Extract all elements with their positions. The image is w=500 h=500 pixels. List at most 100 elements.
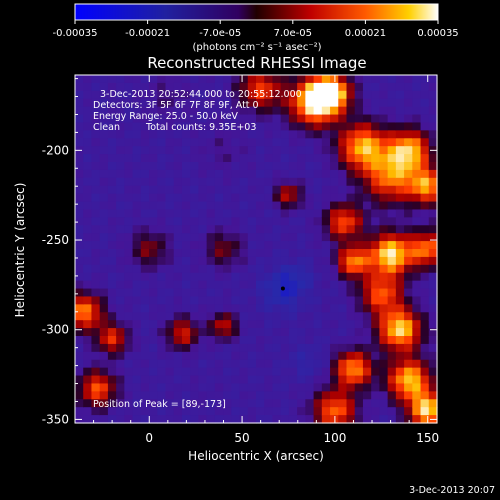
heatmap-cell <box>395 75 405 84</box>
heatmap-cell <box>198 122 208 131</box>
heatmap-cell <box>75 367 84 377</box>
heatmap-cell <box>321 415 331 424</box>
heatmap-cell <box>379 106 389 116</box>
heatmap-cell <box>280 264 290 274</box>
heatmap-cell <box>379 407 389 416</box>
heatmap-cell <box>313 351 323 361</box>
heatmap-cell <box>165 304 175 313</box>
heatmap-cell <box>107 217 117 226</box>
heatmap-cell <box>395 185 405 195</box>
heatmap-cell <box>264 280 274 290</box>
heatmap-cell <box>272 391 282 400</box>
heatmap-cell <box>206 312 216 321</box>
heatmap-cell <box>420 320 430 329</box>
heatmap-cell <box>371 217 381 226</box>
heatmap-cell <box>149 383 158 392</box>
heatmap-cell <box>321 280 331 290</box>
heatmap-cell <box>75 272 84 282</box>
heatmap-cell <box>99 162 109 171</box>
heatmap-cell <box>231 75 241 84</box>
heatmap-cell <box>321 90 331 100</box>
heatmap-cell <box>412 233 422 242</box>
heatmap-cell <box>264 336 274 345</box>
heatmap-cell <box>198 367 208 377</box>
heatmap-cell <box>412 399 422 408</box>
heatmap-cell <box>165 193 175 203</box>
heatmap-cell <box>157 359 167 369</box>
heatmap-cell <box>288 162 298 171</box>
heatmap-cell <box>107 106 117 116</box>
heatmap-cell <box>288 233 298 242</box>
heatmap-cell <box>124 122 134 131</box>
heatmap-cell <box>231 82 241 92</box>
heatmap-cell <box>346 130 356 139</box>
heatmap-cell <box>330 193 339 203</box>
heatmap-cell <box>305 272 315 282</box>
heatmap-cell <box>107 169 117 179</box>
heatmap-cell <box>297 383 306 392</box>
heatmap-cell <box>99 249 109 258</box>
heatmap-cell <box>83 272 93 282</box>
heatmap-cell <box>272 225 282 234</box>
heatmap-cell <box>338 280 348 290</box>
heatmap-cell <box>75 256 84 266</box>
heatmap-cell <box>305 169 315 179</box>
heatmap-cell <box>116 320 125 329</box>
heatmap-cell <box>231 304 241 313</box>
heatmap-cell <box>305 328 315 337</box>
heatmap-cell <box>280 399 290 408</box>
heatmap-cell <box>239 272 249 282</box>
heatmap-cell <box>420 193 430 203</box>
heatmap-cell <box>206 272 216 282</box>
heatmap-cell <box>354 90 364 100</box>
heatmap-cell <box>165 264 175 274</box>
heatmap-cell <box>116 256 125 266</box>
heatmap-cell <box>181 280 191 290</box>
heatmap-cell <box>280 415 290 424</box>
heatmap-cell <box>264 98 274 108</box>
heatmap-cell <box>346 201 356 211</box>
heatmap-cell <box>231 415 241 424</box>
heatmap-cell <box>132 272 142 282</box>
heatmap-cell <box>165 288 175 298</box>
heatmap-cell <box>387 225 397 234</box>
heatmap-cell <box>107 138 117 147</box>
heatmap-cell <box>132 98 142 108</box>
heatmap-cell <box>272 407 282 416</box>
heatmap-cell <box>330 407 339 416</box>
heatmap-cell <box>313 320 323 329</box>
heatmap-cell <box>280 383 290 392</box>
heatmap-cell <box>264 383 274 392</box>
heatmap-cell <box>264 312 274 321</box>
heatmap-cell <box>338 256 348 266</box>
heatmap-cell <box>190 288 200 298</box>
heatmap-cell <box>247 288 257 298</box>
heatmap-cell <box>214 328 224 337</box>
heatmap-cell <box>264 122 274 131</box>
heatmap-cell <box>280 217 290 226</box>
heatmap-cell <box>247 272 257 282</box>
heatmap-cell <box>157 185 167 195</box>
heatmap-cell <box>181 407 191 416</box>
heatmap-cell <box>354 328 364 337</box>
heatmap-cell <box>305 106 315 116</box>
heatmap-cell <box>231 106 241 116</box>
heatmap-cell <box>190 249 200 258</box>
heatmap-cell <box>83 367 93 377</box>
heatmap-cell <box>272 217 282 226</box>
heatmap-cell <box>99 351 109 361</box>
heatmap-cell <box>198 233 208 242</box>
heatmap-cell <box>256 241 265 250</box>
heatmap-cell <box>313 391 323 400</box>
heatmap-cell <box>239 383 249 392</box>
heatmap-cell <box>116 201 125 211</box>
heatmap-cell <box>305 351 315 361</box>
heatmap-cell <box>280 336 290 345</box>
heatmap-cell <box>91 351 101 361</box>
heatmap-cell <box>288 391 298 400</box>
heatmap-cell <box>247 241 257 250</box>
heatmap-cell <box>149 177 158 187</box>
heatmap-cell <box>91 90 101 100</box>
heatmap-cell <box>140 209 150 218</box>
heatmap-cell <box>124 367 134 377</box>
